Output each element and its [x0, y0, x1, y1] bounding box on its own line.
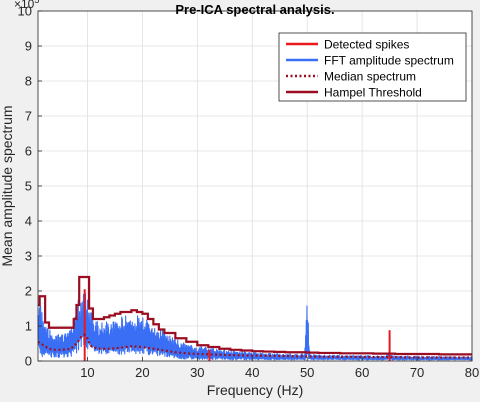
- x-tick-label: 80: [465, 365, 479, 380]
- legend: Detected spikes FFT amplitude spectrum Med…: [278, 32, 467, 102]
- y-tick-label: 0: [25, 354, 32, 369]
- chart-title: Pre-ICA spectral analysis.: [175, 2, 334, 17]
- legend-label: Hampel Threshold: [324, 86, 422, 100]
- y-axis-label: Mean amplitude spectrum: [0, 105, 15, 266]
- legend-label: FFT amplitude spectrum: [324, 54, 454, 68]
- hampel-threshold-line: [38, 275, 472, 356]
- x-tick-label: 20: [135, 365, 149, 380]
- y-tick-label: 8: [25, 74, 32, 89]
- legend-label: Median spectrum: [324, 70, 416, 84]
- x-tick-label: 50: [300, 365, 314, 380]
- x-axis-label: Frequency (Hz): [207, 382, 303, 398]
- y-tick-label: 1: [25, 319, 32, 334]
- x-tick-label: 70: [410, 365, 424, 380]
- median-spectrum-line: [37, 333, 472, 359]
- series-layer: [37, 275, 473, 361]
- y-tick-label: 7: [25, 109, 32, 124]
- x-tick-label: 10: [80, 365, 94, 380]
- x-tick-label: 30: [190, 365, 204, 380]
- y-tick-label: 10: [18, 4, 32, 19]
- x-tick-label: 60: [355, 365, 369, 380]
- y-tick-label: 3: [25, 249, 32, 264]
- x-tick-label: 40: [245, 365, 259, 380]
- fft-spectrum-line: [37, 293, 473, 361]
- legend-label: Detected spikes: [324, 38, 409, 52]
- y-tick-label: 6: [25, 144, 32, 159]
- y-tick-label: 5: [25, 179, 32, 194]
- y-tick-label: 4: [25, 214, 32, 229]
- y-tick-label: 2: [25, 284, 32, 299]
- axis-ticks: 10 20 30 40 50 60 70 80 0 1 2 3 4 5 6 7 8 9 10: [18, 4, 480, 381]
- y-tick-label: 9: [25, 39, 32, 54]
- y-exponent-label: ×105: [14, 0, 39, 11]
